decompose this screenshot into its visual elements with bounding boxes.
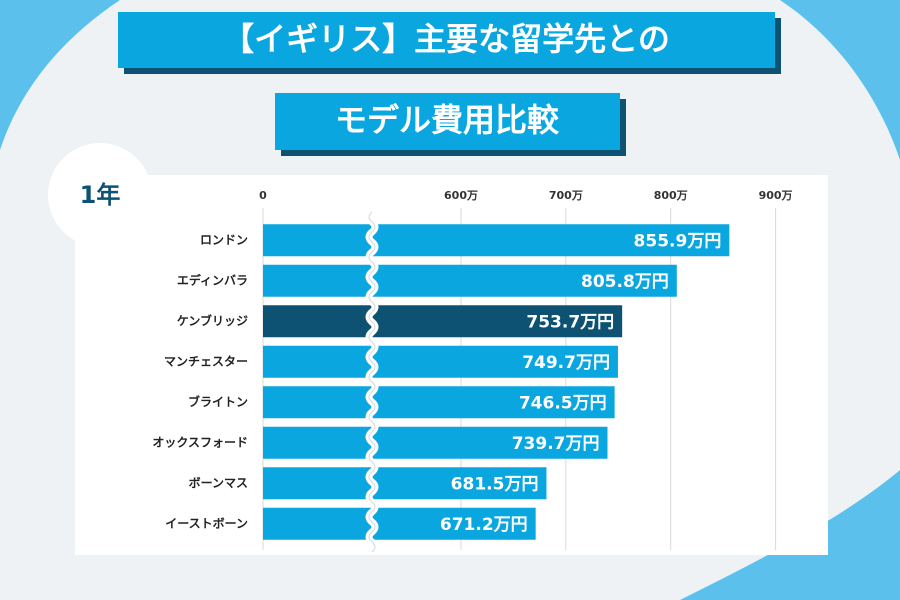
corner-shape: [0, 0, 120, 150]
y-tick-label: イーストボーン: [165, 515, 248, 530]
value-label: 805.8万円: [581, 272, 669, 292]
value-label: 671.2万円: [440, 515, 528, 535]
bar: [263, 507, 536, 540]
value-label: 681.5万円: [451, 474, 539, 494]
y-tick-label: ブライトン: [188, 394, 248, 409]
y-tick-label: エディンバラ: [177, 272, 248, 287]
corner-shape: [780, 0, 900, 160]
x-tick-label: 600万: [444, 189, 478, 202]
chart-subtitle: モデル費用比較: [335, 101, 560, 139]
badge: [48, 143, 152, 247]
y-tick-label: マンチェスター: [164, 354, 248, 368]
axis-break-edge: [368, 211, 376, 553]
y-tick-label: ケンブリッジ: [177, 313, 248, 328]
bar: [263, 224, 730, 257]
bar: [263, 467, 547, 500]
value-label: 855.9万円: [634, 231, 722, 251]
bar: [263, 264, 677, 297]
value-label: 739.7万円: [512, 434, 600, 454]
bar: [263, 386, 615, 419]
y-tick-label: ボーンマス: [189, 475, 248, 490]
x-tick-label: 0: [259, 189, 267, 202]
chart-title: 【イギリス】主要な留学先との: [222, 20, 670, 58]
y-tick-label: オックスフォード: [152, 435, 248, 449]
value-label: 753.7万円: [526, 312, 614, 332]
value-label: 746.5万円: [519, 393, 607, 413]
x-tick-label: 700万: [549, 189, 583, 202]
badge-text: 1年: [80, 181, 121, 209]
x-tick-label: 900万: [759, 189, 793, 202]
value-label: 749.7万円: [522, 353, 610, 373]
bar: [263, 345, 618, 378]
bar: [263, 305, 623, 338]
subtitle-box: [275, 93, 620, 150]
corner-shape: [680, 470, 900, 600]
bar: [263, 426, 608, 459]
title-box: [118, 12, 775, 68]
y-tick-label: ロンドン: [200, 233, 248, 247]
x-tick-label: 800万: [654, 189, 688, 202]
